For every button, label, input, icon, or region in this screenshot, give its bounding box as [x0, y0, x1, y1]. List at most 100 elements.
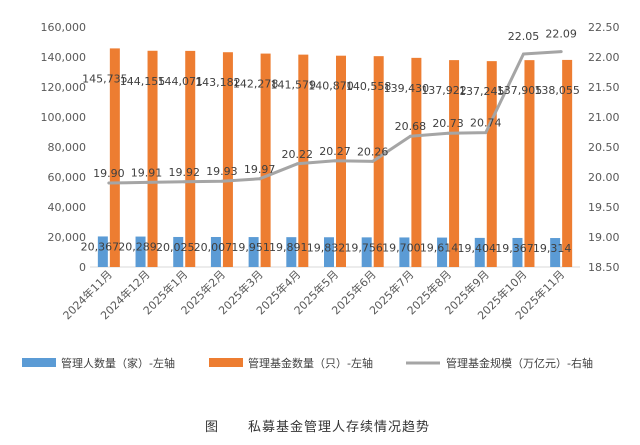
legend-label-manager-count: 管理人数量（家）-左轴 [61, 356, 175, 370]
right-axis-tick-label: 20.50 [588, 141, 620, 154]
line-point-fund-scale [145, 180, 149, 184]
line-point-fund-scale [333, 159, 337, 163]
left-axis-tick-label: 0 [79, 261, 86, 274]
data-label-fund-count: 138,055 [534, 84, 580, 97]
right-axis-tick-label: 22.50 [588, 21, 620, 34]
left-axis-tick-label: 140,000 [41, 51, 87, 64]
bar-fund-count [260, 53, 271, 267]
left-axis-tick-label: 60,000 [48, 171, 87, 184]
data-label-manager-count: 19,404 [458, 242, 497, 255]
data-label-fund-count: 141,579 [271, 79, 317, 92]
data-label-manager-count: 19,700 [382, 241, 421, 254]
data-label-fund-count: 139,430 [384, 82, 430, 95]
bar-manager-count [324, 237, 334, 267]
data-label-manager-count: 19,367 [495, 242, 534, 255]
line-point-fund-scale [371, 159, 375, 163]
data-label-fund-scale: 19.91 [131, 166, 163, 179]
data-label-fund-scale: 20.26 [357, 145, 389, 158]
right-axis-tick-label: 18.50 [588, 261, 620, 274]
data-label-fund-count: 137,922 [421, 84, 467, 97]
left-axis-tick-label: 120,000 [41, 81, 87, 94]
chart-caption-prefix: 图 [205, 420, 219, 435]
right-axis: 18.50 19.00 19.50 20.00 20.50 21.00 21.50 22.00… [588, 21, 620, 274]
data-label-fund-count: 140,870 [308, 80, 354, 93]
left-axis-tick-label: 20,000 [48, 231, 87, 244]
data-label-manager-count: 20,367 [81, 240, 120, 253]
data-label-manager-count: 19,756 [344, 241, 383, 254]
data-label-fund-scale: 22.09 [545, 28, 577, 41]
bar-manager-count [173, 236, 184, 267]
data-label-fund-count: 143,182 [195, 76, 241, 89]
data-label-fund-scale: 20.73 [432, 117, 464, 130]
right-axis-tick-label: 20.00 [588, 171, 620, 184]
bar-fund-count [524, 60, 535, 267]
left-axis: 0 20,000 40,000 60,000 80,000 100,000 120,000 1… [41, 21, 87, 274]
right-axis-tick-label: 21.00 [588, 111, 620, 124]
data-label-fund-count: 142,278 [233, 78, 279, 91]
right-axis-tick-label: 22.00 [588, 51, 620, 64]
left-axis-tick-label: 40,000 [48, 201, 87, 214]
data-label-fund-scale: 19.97 [244, 163, 276, 176]
data-label-manager-count: 19,314 [533, 242, 572, 255]
line-point-fund-scale [484, 131, 488, 135]
bar-manager-count [437, 237, 448, 267]
data-label-manager-count: 19,951 [231, 241, 270, 254]
line-point-fund-scale [408, 134, 412, 138]
data-label-fund-count: 137,905 [497, 84, 543, 97]
bar-fund-count [486, 61, 497, 267]
line-point-fund-scale [182, 180, 186, 184]
legend-swatch-manager-count [22, 358, 56, 367]
bar-manager-count [512, 237, 523, 267]
data-label-fund-scale: 22.05 [508, 30, 540, 43]
bar-fund-count [147, 50, 158, 267]
data-label-fund-count: 137,245 [459, 85, 505, 98]
right-axis-tick-label: 19.00 [588, 231, 620, 244]
legend-swatch-fund-count [209, 358, 243, 367]
bar-manager-count [361, 237, 372, 267]
bar-fund-count [411, 57, 422, 268]
line-point-fund-scale [446, 131, 450, 135]
left-axis-tick-label: 160,000 [41, 21, 87, 34]
bar-fund-count [449, 60, 460, 267]
bar-fund-count [373, 56, 384, 268]
data-label-manager-count: 19,832 [307, 241, 346, 254]
data-label-fund-scale: 20.68 [395, 120, 427, 133]
x-axis: 2024年11月2024年12月2025年1月2025年2月2025年3月202… [60, 267, 567, 322]
legend: 管理人数量（家）-左轴 管理基金数量（只）-左轴 管理基金规模（万亿元）-右轴 [22, 356, 593, 370]
data-label-fund-count: 144,155 [120, 75, 166, 88]
data-label-fund-scale: 19.90 [93, 167, 125, 180]
data-label-manager-count: 20,007 [194, 241, 233, 254]
line-point-fund-scale [107, 181, 111, 185]
line-point-fund-scale [258, 177, 262, 181]
bar-manager-count [550, 238, 561, 267]
data-label-manager-count: 20,025 [156, 241, 195, 254]
data-label-fund-scale: 20.22 [282, 148, 314, 161]
data-label-fund-count: 144,071 [157, 75, 203, 88]
data-label-fund-scale: 20.74 [470, 117, 502, 130]
bar-fund-count [298, 54, 309, 267]
line-series [107, 50, 563, 185]
legend-label-fund-scale: 管理基金规模（万亿元）-右轴 [446, 356, 593, 370]
chart-caption: 私募基金管理人存续情况趋势 [248, 419, 430, 435]
bar-fund-count [562, 59, 573, 268]
bar-manager-count [210, 236, 221, 267]
bar-fund-count [109, 48, 120, 268]
data-label-manager-count: 19,891 [269, 241, 308, 254]
bar-manager-count [286, 237, 297, 267]
data-label-manager-count: 19,614 [420, 242, 459, 255]
bar-manager-count [474, 237, 485, 267]
right-axis-tick-label: 21.50 [588, 81, 620, 94]
data-labels: 20,367 20,289 20,025 20,007 19,951 19,891 19,8… [81, 28, 580, 255]
left-axis-tick-label: 80,000 [48, 141, 87, 154]
data-label-fund-count: 145,735 [82, 72, 128, 85]
bar-manager-count [135, 236, 146, 267]
line-point-fund-scale [559, 50, 563, 54]
data-label-fund-scale: 19.92 [168, 166, 200, 179]
line-point-fund-scale [220, 179, 224, 183]
data-label-fund-scale: 20.27 [319, 145, 351, 158]
line-point-fund-scale [295, 162, 299, 166]
bar-fund-count [222, 52, 233, 267]
data-label-fund-count: 140,558 [346, 80, 392, 93]
